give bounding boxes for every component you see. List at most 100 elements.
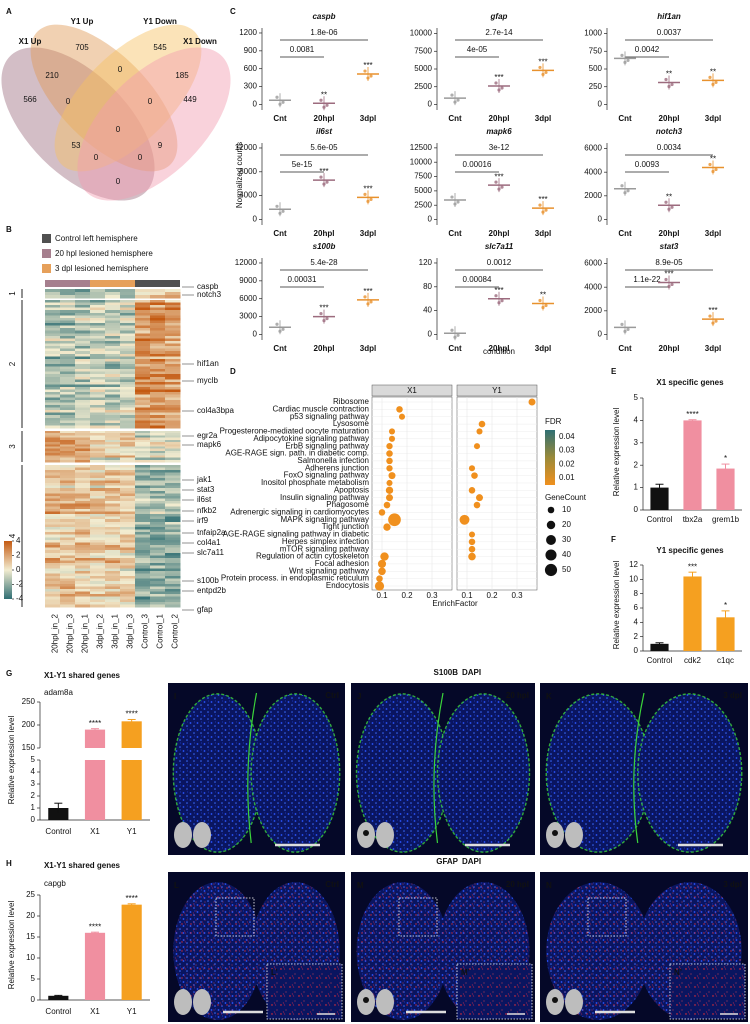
heatmap-cell bbox=[135, 379, 151, 383]
y-tick-label: 2 bbox=[634, 460, 639, 469]
heatmap-cell bbox=[135, 300, 151, 303]
enrichment-dot bbox=[473, 501, 481, 509]
heatmap-cell bbox=[135, 573, 151, 577]
heatmap-cell bbox=[120, 455, 136, 458]
y-tick-label: 1 bbox=[31, 803, 36, 812]
legend-label: Control left hemisphere bbox=[55, 234, 138, 243]
heatmap-cell bbox=[45, 397, 61, 401]
heatmap-cell bbox=[165, 529, 181, 533]
heatmap-cell bbox=[75, 581, 91, 585]
y-tick-label: 0 bbox=[253, 100, 258, 109]
heatmap-cell bbox=[105, 501, 121, 505]
heatmap-cell bbox=[150, 392, 166, 396]
heatmap-cell bbox=[165, 591, 181, 595]
heatmap-cell bbox=[165, 480, 181, 484]
heatmap-cell bbox=[45, 483, 61, 486]
heatmap-cell bbox=[60, 576, 76, 579]
heatmap-cell bbox=[105, 591, 121, 595]
heatmap-cell bbox=[165, 439, 181, 443]
heatmap-cell bbox=[90, 422, 106, 426]
heatmap-cell bbox=[60, 557, 76, 561]
x-tick-label: 3dpl bbox=[535, 114, 551, 123]
heatmap-cell bbox=[165, 348, 181, 352]
heatmap-cell bbox=[60, 312, 76, 316]
heatmap-cell bbox=[150, 591, 166, 595]
sample-dot bbox=[544, 208, 548, 212]
heatmap-cell bbox=[60, 596, 76, 600]
significance: *** bbox=[319, 167, 328, 176]
sample-dot bbox=[620, 53, 624, 57]
heatmap-cell bbox=[60, 379, 76, 383]
heatmap-cell bbox=[75, 560, 91, 564]
gene-title: il6st bbox=[316, 127, 332, 136]
heatmap-cell bbox=[45, 439, 61, 443]
heatmap-cell bbox=[120, 524, 136, 528]
heatmap-cell bbox=[120, 410, 136, 413]
y-tick-label: 10000 bbox=[410, 157, 433, 166]
y-tick-label: 2000 bbox=[584, 191, 602, 200]
heatmap-cell bbox=[75, 338, 91, 342]
x-axis-title: EnrichFactor bbox=[432, 599, 478, 608]
brain-icon bbox=[565, 989, 583, 1015]
heatmap-cell bbox=[165, 450, 181, 454]
heatmap-cell bbox=[75, 483, 91, 486]
heatmap-cell bbox=[75, 550, 91, 554]
heatmap-cell bbox=[60, 542, 76, 546]
heatmap-cell bbox=[60, 493, 76, 497]
heatmap-cell bbox=[60, 581, 76, 585]
heatmap-cell bbox=[165, 472, 181, 476]
heatmap-cell bbox=[120, 511, 136, 515]
sample-dot bbox=[714, 167, 718, 172]
sample-dot bbox=[363, 192, 367, 196]
sample-dot bbox=[538, 65, 542, 70]
heatmap-cell bbox=[165, 371, 181, 375]
heatmap-cell bbox=[90, 431, 106, 434]
heatmap-cell bbox=[165, 351, 181, 355]
heatmap-cell bbox=[120, 599, 136, 603]
y-tick-label: 80 bbox=[423, 282, 432, 291]
heatmap-cell bbox=[150, 433, 166, 436]
term-label: MAPK signaling pathway bbox=[281, 515, 370, 524]
heatmap-cell bbox=[120, 425, 136, 429]
heatmap-cell bbox=[120, 399, 136, 403]
heatmap-cell bbox=[90, 550, 106, 554]
y-tick-label: 12500 bbox=[410, 143, 433, 152]
heatmap-cell bbox=[150, 366, 166, 370]
heatmap-cell bbox=[75, 348, 91, 352]
heatmap-cell bbox=[90, 470, 106, 474]
heatmap-cell bbox=[45, 542, 61, 546]
heatmap-cell bbox=[105, 410, 121, 413]
heatmap-cell bbox=[135, 555, 151, 559]
heatmap-cell bbox=[105, 450, 121, 454]
heatmap-cell bbox=[150, 506, 166, 510]
heatmap-cell bbox=[75, 422, 91, 426]
heatmap-cell bbox=[60, 338, 76, 342]
heatmap-cell bbox=[90, 578, 106, 582]
scale-tick-label: -4 bbox=[16, 594, 24, 603]
x-tick-label: Cnt bbox=[618, 229, 632, 238]
heatmap-cell bbox=[90, 384, 106, 388]
s100b-signal bbox=[247, 692, 258, 844]
heatmap-cell bbox=[90, 514, 106, 517]
heatmap-cell bbox=[150, 601, 166, 605]
heatmap-cell bbox=[45, 392, 61, 396]
heatmap-cell bbox=[135, 539, 151, 543]
heatmap-cell bbox=[90, 433, 106, 436]
heatmap-cell bbox=[105, 289, 121, 293]
heatmap-cell bbox=[165, 381, 181, 385]
heatmap-cell bbox=[105, 519, 121, 523]
heatmap-cell bbox=[60, 594, 76, 597]
p-value: 0.0034 bbox=[657, 143, 682, 152]
term-label: AGE-RAGE sign. path. in diabetic comp. bbox=[225, 449, 369, 458]
heatmap-cell bbox=[120, 384, 136, 388]
heatmap-cell bbox=[120, 379, 136, 383]
chart-title: Y1 specific genes bbox=[656, 546, 724, 555]
heatmap-cell bbox=[165, 361, 181, 365]
heatmap-cell bbox=[90, 563, 106, 566]
heatmap-cell bbox=[105, 506, 121, 510]
gene-label: mapk6 bbox=[197, 440, 222, 449]
p-value: 5e-15 bbox=[292, 160, 313, 169]
y-tick-label: 1200 bbox=[239, 28, 257, 37]
sample-dot bbox=[319, 175, 323, 179]
heatmap-cell bbox=[60, 425, 76, 429]
